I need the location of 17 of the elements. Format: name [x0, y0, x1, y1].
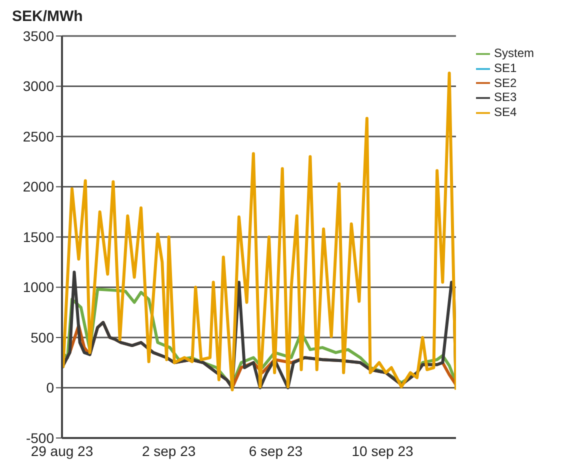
y-tick-label: 0: [46, 380, 54, 396]
y-tick-label: 1500: [22, 228, 54, 245]
y-axis-title: SEK/MWh: [11, 8, 84, 26]
y-tick-label: 2000: [22, 178, 54, 195]
y-tick-label: 500: [30, 329, 54, 346]
legend-label: SE4: [494, 105, 517, 120]
legend-label: SE2: [494, 76, 517, 90]
x-tick-label: 10 sep 23: [352, 442, 414, 459]
y-tick-label: 1000: [22, 279, 54, 296]
y-tick-label: 3500: [22, 28, 54, 44]
y-tick-label: 2500: [22, 128, 54, 144]
y-tick-label: 3000: [22, 78, 54, 94]
legend-label: SE1: [494, 60, 517, 75]
legend-label: System: [494, 46, 534, 60]
x-tick-label: 6 sep 23: [248, 442, 303, 459]
legend-label: SE3: [494, 90, 517, 104]
x-tick-label: 2 sep 23: [142, 442, 196, 459]
